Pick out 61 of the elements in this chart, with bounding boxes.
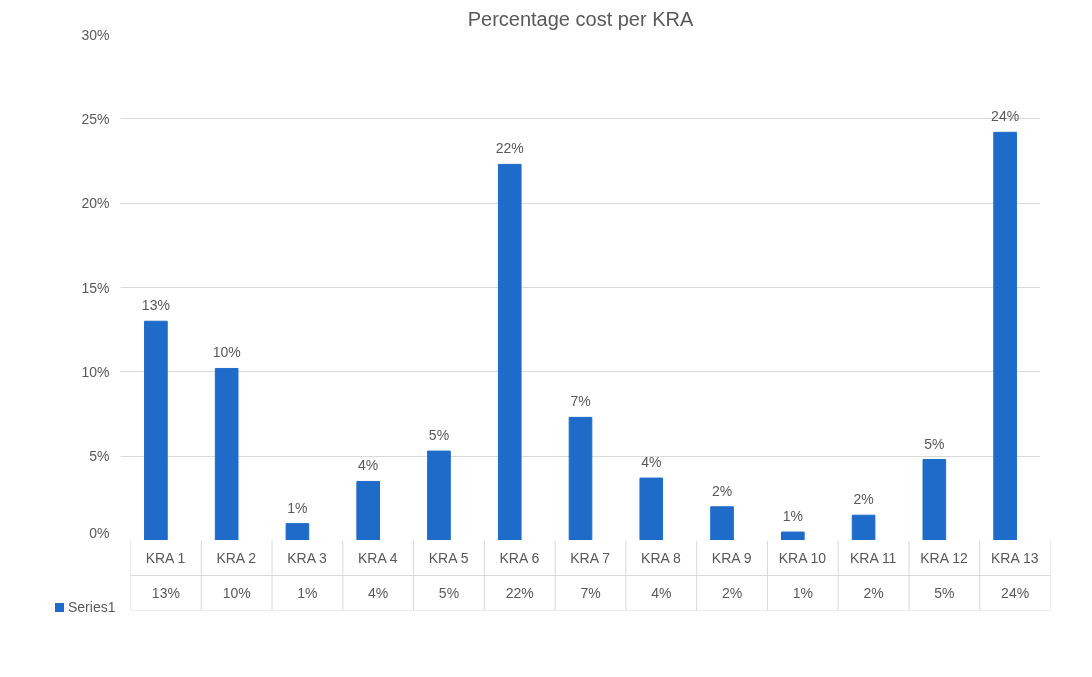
bar <box>497 163 522 540</box>
y-tick-label: 20% <box>81 195 110 212</box>
y-tick-label: 25% <box>81 110 110 127</box>
data-label: 5% <box>438 585 460 601</box>
x-tick-label: KRA 4 <box>357 550 398 566</box>
data-label: 1% <box>297 585 318 601</box>
x-tick-label: KRA 9 <box>711 550 752 566</box>
text: 10% <box>212 344 241 361</box>
x-tick-label: KRA 2 <box>216 550 257 566</box>
data-label: 22% <box>505 585 534 601</box>
y-tick-label: 5% <box>89 448 110 465</box>
bar <box>922 459 947 540</box>
text: 4% <box>358 457 379 474</box>
text: 4% <box>641 454 662 471</box>
legend-label: Series1 <box>67 598 116 617</box>
data-label: 4% <box>368 585 389 601</box>
text: 5% <box>428 427 450 444</box>
x-tick-label: KRA 5 <box>428 550 469 566</box>
bar <box>639 477 664 540</box>
y-tick-label: 30% <box>81 26 110 43</box>
chart-title: Percentage cost per KRA <box>467 7 694 30</box>
data-label: 2% <box>721 585 743 601</box>
bar <box>710 506 734 540</box>
x-tick-label: KRA 3 <box>287 550 328 566</box>
bar <box>427 450 451 540</box>
x-tick-label: KRA 7 <box>570 550 611 566</box>
bar <box>568 416 593 540</box>
text: 1% <box>782 508 803 525</box>
bar <box>780 531 805 540</box>
data-label: 5% <box>934 585 955 601</box>
bar <box>144 320 168 540</box>
data-label: 1% <box>792 585 813 601</box>
text: 2% <box>711 482 733 499</box>
x-tick-label: KRA 12 <box>920 550 968 566</box>
y-tick-label: 10% <box>81 363 110 380</box>
data-label: 24% <box>1001 585 1030 601</box>
text: 13% <box>141 297 170 314</box>
x-tick-label: KRA 11 <box>849 550 897 566</box>
data-label: 10% <box>222 585 251 601</box>
text: 1% <box>287 499 308 516</box>
text: 5% <box>924 435 945 452</box>
bar <box>851 514 876 540</box>
data-label: 2% <box>863 585 884 601</box>
data-label: 7% <box>580 585 601 601</box>
x-tick-label: KRA 10 <box>778 550 827 566</box>
x-tick-label: KRA 8 <box>641 550 681 566</box>
text: 2% <box>853 491 874 508</box>
y-tick-label: 0% <box>89 524 110 541</box>
data-label: 4% <box>651 585 672 601</box>
bar <box>356 480 381 540</box>
x-tick-label: KRA 1 <box>145 550 186 566</box>
text: 24% <box>991 108 1020 125</box>
y-tick-label: 15% <box>81 279 110 296</box>
text: 22% <box>495 140 524 157</box>
bar <box>993 131 1017 540</box>
data-label: 13% <box>151 585 180 601</box>
bar <box>285 523 310 540</box>
x-tick-label: KRA 13 <box>990 550 1039 566</box>
x-tick-label: KRA 6 <box>499 550 540 566</box>
text: 7% <box>570 393 591 410</box>
bar <box>214 367 239 540</box>
